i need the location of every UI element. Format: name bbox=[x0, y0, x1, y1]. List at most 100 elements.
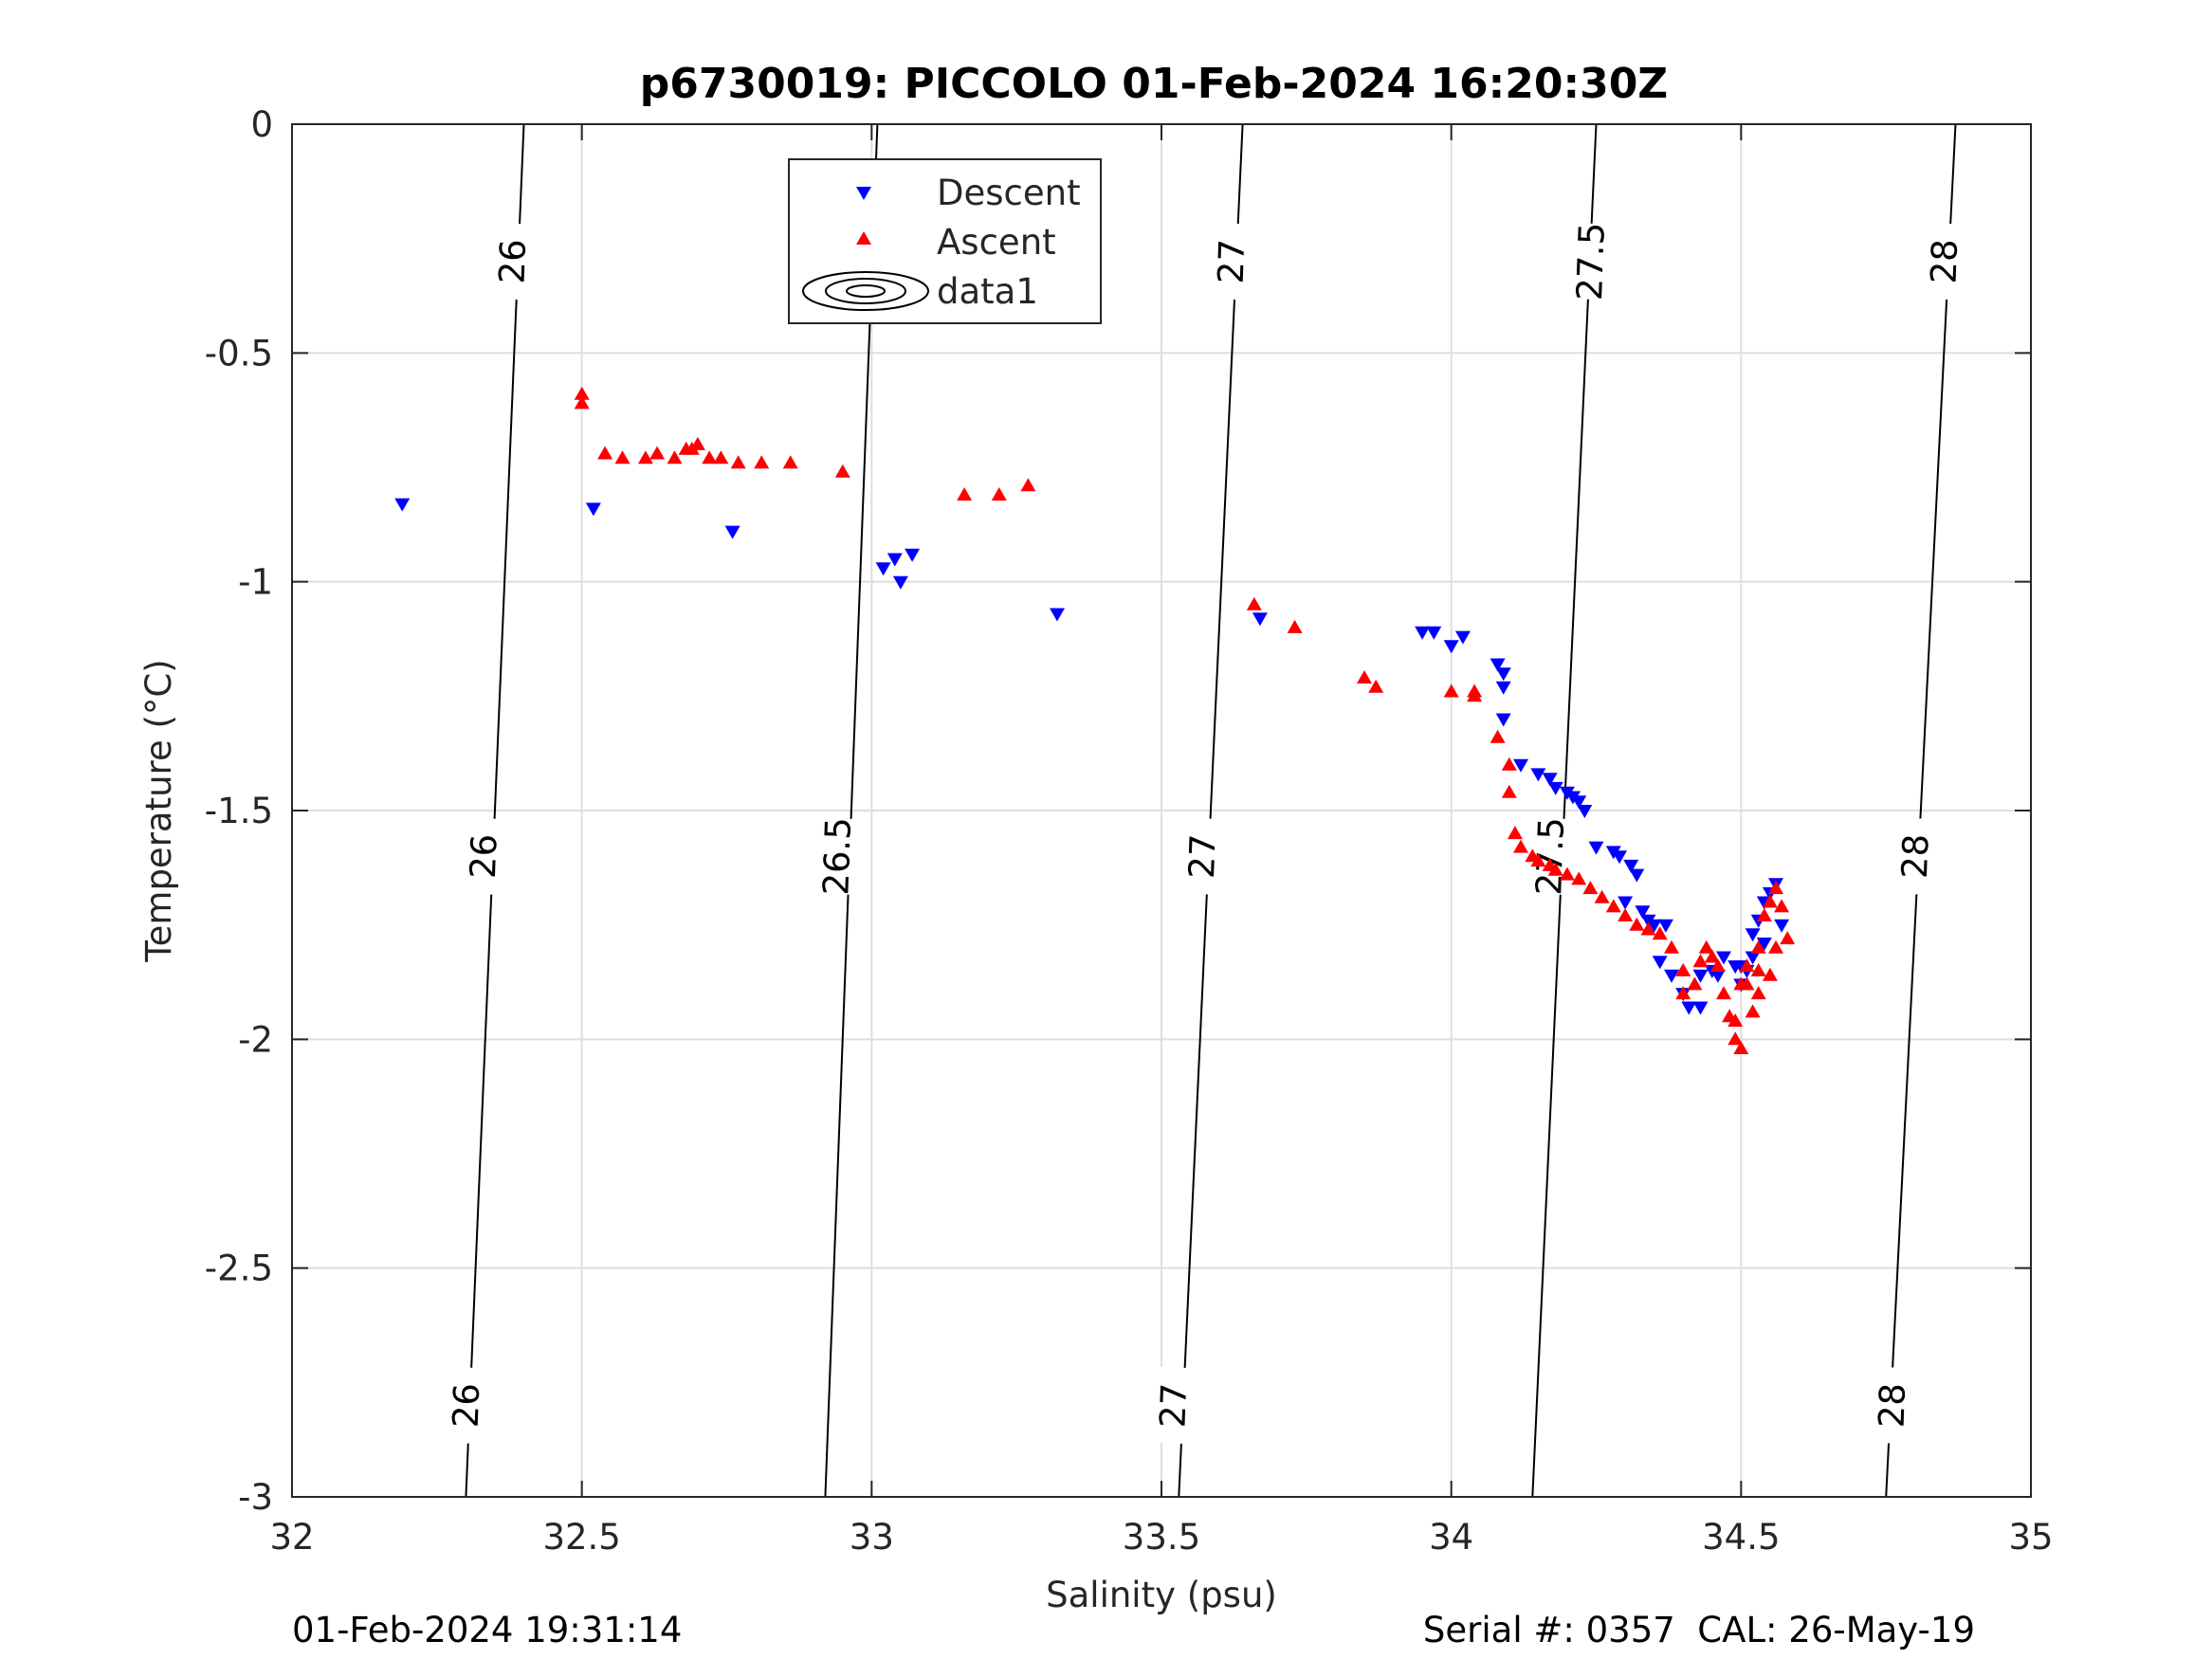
descent-point bbox=[1745, 928, 1761, 942]
ascent-point bbox=[1467, 688, 1483, 702]
data-points bbox=[394, 386, 1796, 1054]
contour-label-background bbox=[489, 223, 535, 301]
descent-point bbox=[1426, 626, 1442, 640]
y-tick-label: -2.5 bbox=[205, 1249, 273, 1289]
contour-label-text: 27.5 bbox=[1569, 222, 1613, 301]
ascent-point bbox=[597, 446, 613, 460]
descent-point bbox=[892, 575, 908, 590]
ascent-point bbox=[1513, 839, 1528, 853]
contour-label-background bbox=[1921, 223, 1966, 301]
contour-label-text: 27 bbox=[1152, 1382, 1195, 1429]
descent-point bbox=[1530, 768, 1546, 782]
ascent-point bbox=[1605, 899, 1621, 913]
density-contour-line bbox=[1885, 123, 1957, 1498]
ascent-point bbox=[1020, 478, 1036, 492]
legend-descent-marker bbox=[856, 187, 871, 200]
ascent-point bbox=[1490, 729, 1506, 743]
ascent-point bbox=[1687, 976, 1703, 991]
descent-point bbox=[1513, 758, 1528, 773]
descent-point bbox=[1716, 951, 1731, 965]
y-tick-label: 0 bbox=[250, 104, 273, 145]
x-tick-label: 34.5 bbox=[1702, 1517, 1780, 1558]
ascent-point bbox=[1368, 679, 1384, 693]
contour-label-text: 27 bbox=[1181, 833, 1224, 880]
ascent-point bbox=[1756, 908, 1772, 921]
contour-label-background bbox=[1892, 817, 1938, 896]
ascent-point bbox=[1728, 1013, 1744, 1027]
descent-point bbox=[1692, 1001, 1709, 1015]
descent-point bbox=[1252, 612, 1268, 627]
descent-point bbox=[394, 498, 411, 512]
descent-point bbox=[1774, 919, 1790, 933]
y-tick-label: -1 bbox=[238, 562, 273, 603]
contour-label: 26 bbox=[489, 223, 535, 301]
descent-point bbox=[1495, 667, 1511, 682]
y-tick-label: -1.5 bbox=[205, 791, 273, 831]
descent-point bbox=[1681, 1001, 1697, 1015]
contour-label: 28 bbox=[1892, 817, 1938, 896]
x-tick-label: 32 bbox=[269, 1517, 314, 1558]
descent-point bbox=[1652, 956, 1668, 970]
ascent-point bbox=[1750, 962, 1766, 976]
ascent-point bbox=[1739, 976, 1755, 991]
x-tick-label: 33 bbox=[850, 1517, 894, 1558]
ascent-point bbox=[1501, 784, 1517, 798]
ascent-point bbox=[1675, 962, 1691, 976]
contour-label: 28 bbox=[1869, 1366, 1914, 1445]
ascent-point bbox=[1530, 853, 1546, 867]
ascent-point bbox=[1728, 1031, 1744, 1046]
ascent-point bbox=[1780, 931, 1796, 945]
ascent-point bbox=[1571, 871, 1587, 885]
contour-label: 28 bbox=[1921, 223, 1966, 301]
legend-box bbox=[788, 158, 1102, 324]
descent-point bbox=[1571, 795, 1587, 810]
descent-point bbox=[1588, 841, 1604, 855]
descent-point bbox=[1415, 626, 1431, 640]
descent-point bbox=[1443, 640, 1459, 654]
descent-point bbox=[1646, 919, 1662, 933]
ascent-point bbox=[1652, 926, 1668, 940]
descent-point bbox=[724, 525, 740, 539]
ascent-point bbox=[1739, 958, 1755, 973]
ascent-point bbox=[1762, 894, 1778, 908]
ascent-point bbox=[689, 436, 705, 450]
footer-serial-cal: Serial #: 0357 CAL: 26-May-19 bbox=[1422, 1610, 1975, 1650]
footer-timestamp: 01-Feb-2024 19:31:14 bbox=[292, 1610, 683, 1650]
ascent-point bbox=[667, 450, 683, 465]
ascent-point bbox=[754, 455, 770, 469]
axis-ticks: 32 32.5 33 33.5 34 34.5 35 0 -0.5 -1 -1.5 -2 -2.5 -3 bbox=[205, 104, 2054, 1558]
contour-label-text: 26.5 bbox=[815, 816, 859, 896]
legend-data1-label: data1 bbox=[937, 271, 1038, 312]
ascent-point bbox=[1246, 596, 1262, 611]
ascent-point bbox=[1750, 986, 1766, 1000]
ascent-point bbox=[1287, 619, 1303, 633]
contour-label-text: 26 bbox=[463, 833, 505, 880]
contour-label: 27 bbox=[1209, 223, 1253, 301]
contour-label: 27 bbox=[1150, 1366, 1196, 1445]
contour-label-background bbox=[1150, 1366, 1196, 1445]
descent-point bbox=[1618, 896, 1634, 910]
ascent-point bbox=[1507, 826, 1523, 840]
descent-point bbox=[905, 548, 921, 562]
legend-ascent-label: Ascent bbox=[937, 222, 1056, 263]
ascent-point bbox=[1733, 1041, 1749, 1054]
descent-point bbox=[1495, 713, 1511, 727]
contour-label-background bbox=[461, 817, 506, 896]
descent-point bbox=[1454, 630, 1471, 645]
contour-label-text: 26 bbox=[446, 1382, 488, 1429]
descent-point bbox=[1692, 969, 1709, 983]
contour-label-background bbox=[814, 817, 860, 896]
legend: Descent Ascent data1 bbox=[788, 158, 1102, 324]
descent-point bbox=[1629, 868, 1645, 883]
legend-descent-label: Descent bbox=[937, 173, 1081, 213]
descent-point bbox=[887, 553, 903, 567]
descent-point bbox=[1635, 905, 1651, 920]
contour-label-text: 28 bbox=[1871, 1382, 1913, 1429]
ascent-point bbox=[1762, 967, 1778, 981]
contour-label-text: 27 bbox=[1211, 239, 1253, 285]
contour-label-text: 28 bbox=[1923, 239, 1965, 285]
ascent-point bbox=[1745, 1004, 1761, 1018]
ascent-point bbox=[1768, 939, 1783, 954]
ascent-point bbox=[991, 487, 1007, 501]
